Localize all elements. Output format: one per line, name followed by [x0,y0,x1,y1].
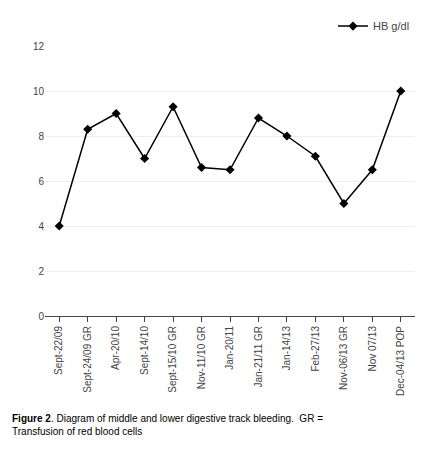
svg-text:0: 0 [38,311,44,322]
svg-text:8: 8 [38,131,44,142]
svg-text:Sept-14/10: Sept-14/10 [139,326,150,375]
svg-text:Figure 2. Diagram of middle an: Figure 2. Diagram of middle and lower di… [12,413,323,437]
svg-text:Sept-15/10 GR: Sept-15/10 GR [167,326,178,393]
svg-text:Jan-14/13: Jan-14/13 [281,326,292,371]
svg-text:6: 6 [38,176,44,187]
svg-text:Dec-04/13 POP: Dec-04/13 POP [395,326,406,396]
svg-text:Apr-20/10: Apr-20/10 [110,326,121,370]
svg-text:Sept-24/09 GR: Sept-24/09 GR [82,326,93,393]
svg-text:Nov-06/13 GR: Nov-06/13 GR [338,326,349,390]
svg-text:HB g/dl: HB g/dl [373,20,409,32]
svg-text:Sept-22/09: Sept-22/09 [53,326,64,375]
svg-text:Nov 07/13: Nov 07/13 [367,326,378,372]
svg-text:12: 12 [33,41,45,52]
svg-text:Jan-20/11: Jan-20/11 [224,326,235,370]
svg-text:2: 2 [38,266,44,277]
svg-text:Nov-11/10 GR: Nov-11/10 GR [196,326,207,389]
svg-text:4: 4 [38,221,44,232]
svg-text:Feb-27/13: Feb-27/13 [310,326,321,372]
svg-text:Jan-21/11 GR: Jan-21/11 GR [253,326,264,388]
svg-text:10: 10 [33,86,45,97]
